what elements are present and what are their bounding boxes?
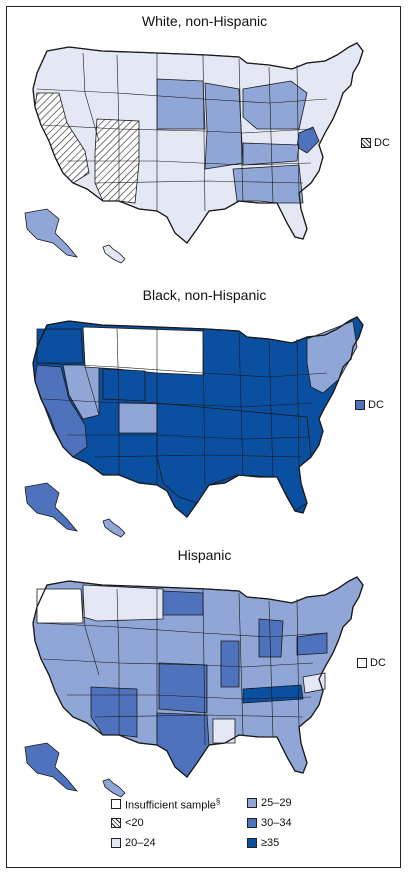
panel-white-non-hispanic: White, non-Hispanic DC (7, 7, 402, 279)
legend-swatch (247, 818, 257, 828)
dc-marker: DC (357, 657, 386, 669)
legend-item-25-29: 25–29 (247, 797, 292, 809)
state-border-line (82, 326, 100, 416)
state-border-line (238, 592, 244, 736)
legend-label: <20 (125, 817, 144, 829)
legend-swatch (247, 798, 257, 808)
state-border-line (94, 454, 304, 458)
legend-label: 20–24 (125, 837, 156, 849)
panel-hispanic: Hispanic DC (7, 541, 402, 813)
state-border-line (296, 598, 300, 728)
state-border-line (94, 180, 304, 184)
dc-label: DC (370, 657, 386, 669)
map-coastline (32, 316, 364, 518)
legend-item-insufficient: Insufficient sample§ (111, 797, 220, 812)
dc-swatch (361, 138, 371, 148)
state-border-line (82, 586, 100, 676)
dc-swatch (355, 400, 365, 410)
map-region-hawaii (102, 244, 126, 264)
state-border-line (238, 332, 244, 476)
state-border-line (268, 600, 274, 738)
dc-marker: DC (361, 137, 390, 149)
state-border-line (42, 124, 314, 134)
state-border-line (36, 622, 328, 638)
state-border-line (268, 66, 274, 204)
state-border-line (296, 64, 300, 194)
map-region-pacific-northwest (36, 328, 84, 364)
map-region-colorado (118, 402, 158, 434)
map-region-midwest-south-central (204, 82, 244, 170)
dc-marker: DC (355, 399, 384, 411)
state-border-line (67, 434, 312, 440)
dc-label: DC (368, 399, 384, 411)
map-region-montana-idaho (82, 584, 164, 622)
us-map (24, 576, 364, 798)
legend-item-30-34: 30–34 (247, 817, 292, 829)
map-region-illinois-michigan (220, 618, 284, 688)
state-border-line (238, 58, 244, 202)
state-border-line (296, 338, 300, 468)
map-region-kentucky-tennessee (242, 142, 300, 166)
state-border-line (42, 398, 314, 408)
state-border-line (36, 88, 328, 104)
legend-item-lt20: <20 (111, 817, 144, 829)
us-map (24, 42, 364, 264)
map-region-hawaii (102, 518, 126, 538)
legend-item-ge35: ≥35 (247, 837, 279, 849)
legend-label: 30–34 (261, 817, 292, 829)
panel-black-non-hispanic: Black, non-Hispanic DC (7, 281, 402, 553)
map-region-kansas-oklahoma (158, 662, 208, 714)
map-region-alaska (24, 482, 79, 532)
legend-label: Insufficient sample§ (125, 797, 221, 812)
state-border-line (42, 658, 314, 668)
map-coastline (32, 576, 364, 778)
figure-frame: White, non-Hispanic DC Black, non-Hispan… (6, 6, 401, 868)
map-region-northern-plains-mountain (82, 326, 204, 376)
us-map (24, 316, 364, 538)
map-region-great-lakes (242, 80, 308, 130)
state-border-line (268, 340, 274, 478)
legend-item-20-24: 20–24 (111, 837, 156, 849)
state-border-line (82, 52, 100, 142)
state-border-line (202, 54, 206, 212)
map-region-alaska (24, 208, 79, 258)
map-region-hawaii (102, 778, 126, 798)
map-region-alaska (24, 742, 79, 792)
state-border-line (202, 328, 206, 486)
map-region-louisiana-virginia (212, 672, 326, 744)
map-region-pacific-northwest (36, 588, 84, 624)
legend-label: 25–29 (261, 797, 292, 809)
dc-swatch (357, 658, 367, 668)
legend: Insufficient sample§ <20 20–24 25–29 30–… (111, 797, 341, 859)
legend-label: ≥35 (261, 837, 280, 849)
map-region-wyoming (102, 368, 146, 402)
legend-swatch (111, 838, 121, 848)
panel-title: Black, non-Hispanic (142, 287, 267, 303)
map-region-pennsylvania (296, 632, 328, 656)
map-region-north-dakota (162, 590, 204, 616)
state-border-line (36, 362, 328, 378)
state-border-line (202, 588, 206, 746)
state-border-line (67, 160, 312, 166)
map-region-plains-central (156, 78, 206, 130)
map-region-south-and-southeast (156, 402, 312, 512)
panel-title: White, non-Hispanic (141, 13, 268, 29)
panel-title: Hispanic (177, 547, 232, 563)
dc-label: DC (374, 137, 390, 149)
map-coastline (32, 42, 364, 244)
legend-swatch (111, 818, 121, 828)
state-border-line (94, 714, 304, 718)
legend-swatch (111, 799, 121, 810)
legend-swatch (247, 838, 257, 848)
map-region-northeast (306, 320, 358, 394)
map-region-deep-south (232, 164, 304, 204)
state-border-line (67, 694, 312, 700)
